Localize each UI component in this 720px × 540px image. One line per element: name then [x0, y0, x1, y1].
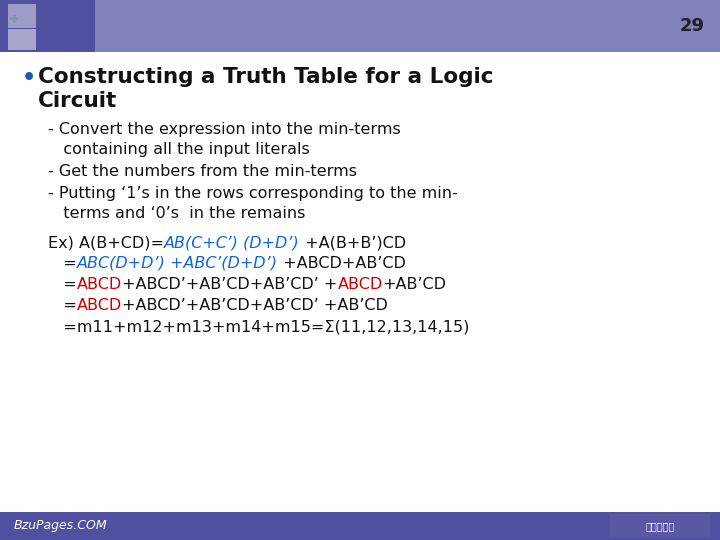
Bar	[8, 4, 36, 28]
Text: - Putting ‘1’s in the rows corresponding to the min-: - Putting ‘1’s in the rows corresponding…	[48, 186, 458, 201]
Text: ABCD: ABCD	[77, 298, 122, 313]
Text: =m11+m12+m13+m14+m15=Σ(11,12,13,14,15): =m11+m12+m13+m14+m15=Σ(11,12,13,14,15)	[48, 319, 469, 334]
Bar	[0, 0, 95, 52]
Text: containing all the input literals: containing all the input literals	[48, 142, 310, 157]
Text: - Get the numbers from the min-terms: - Get the numbers from the min-terms	[48, 164, 357, 179]
Text: +ABCD+AB’CD: +ABCD+AB’CD	[278, 256, 406, 271]
Text: +ABCD’+AB’CD+AB’CD’ +AB’CD: +ABCD’+AB’CD+AB’CD’ +AB’CD	[122, 298, 388, 313]
Text: ABCD: ABCD	[77, 277, 122, 292]
Text: +AB’CD: +AB’CD	[383, 277, 446, 292]
Bar	[0, 512, 720, 540]
Text: - Convert the expression into the min-terms: - Convert the expression into the min-te…	[48, 122, 401, 137]
Text: 대구대학교: 대구대학교	[645, 521, 675, 531]
Text: =: =	[48, 277, 77, 292]
Bar	[10, 17, 18, 20]
Bar	[0, 0, 720, 52]
Text: +A(B+B’)CD: +A(B+B’)CD	[300, 235, 406, 250]
Text: BzuPages.COM: BzuPages.COM	[14, 519, 107, 532]
Text: AB(C+C’) (D+D’): AB(C+C’) (D+D’)	[164, 235, 300, 250]
Text: =: =	[48, 256, 77, 271]
Bar	[8, 29, 36, 50]
Text: •: •	[22, 68, 36, 88]
Bar	[13, 15, 16, 23]
Text: Ex) A(B+CD)=: Ex) A(B+CD)=	[48, 235, 164, 250]
Text: =: =	[48, 298, 77, 313]
Text: 29: 29	[680, 17, 705, 35]
Text: terms and ‘0’s  in the remains: terms and ‘0’s in the remains	[48, 206, 305, 221]
Text: Circuit: Circuit	[38, 91, 117, 111]
Text: ABCD: ABCD	[338, 277, 383, 292]
Bar	[610, 514, 710, 538]
Text: +ABCD’+AB’CD+AB’CD’ +: +ABCD’+AB’CD+AB’CD’ +	[122, 277, 338, 292]
Text: Constructing a Truth Table for a Logic: Constructing a Truth Table for a Logic	[38, 67, 493, 87]
Text: ABC(D+D’) +ABC’(D+D’): ABC(D+D’) +ABC’(D+D’)	[77, 256, 278, 271]
